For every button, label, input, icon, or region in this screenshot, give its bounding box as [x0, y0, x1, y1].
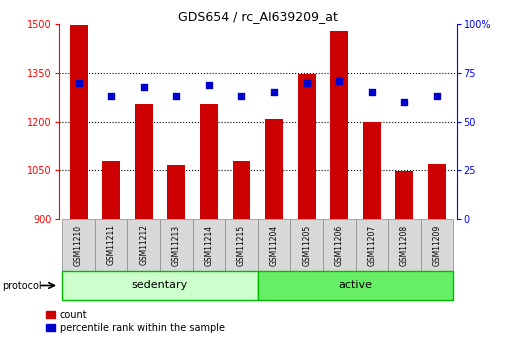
Text: GSM11214: GSM11214	[204, 224, 213, 266]
Text: GSM11207: GSM11207	[367, 224, 377, 266]
Bar	[290, 219, 323, 271]
Bar	[396, 171, 413, 219]
Bar	[265, 119, 283, 219]
Bar	[356, 219, 388, 271]
Bar	[330, 31, 348, 219]
Bar	[135, 104, 153, 219]
Text: GSM11209: GSM11209	[432, 224, 442, 266]
Legend: count, percentile rank within the sample: count, percentile rank within the sample	[46, 310, 225, 333]
Bar	[167, 166, 185, 219]
Bar	[258, 219, 290, 271]
Text: GSM11212: GSM11212	[139, 225, 148, 265]
Point	[238, 93, 246, 99]
Text: sedentary: sedentary	[132, 280, 188, 290]
Point	[368, 90, 376, 95]
Point	[303, 80, 311, 86]
Bar	[298, 73, 315, 219]
Bar	[363, 121, 381, 219]
Bar	[388, 219, 421, 271]
Bar	[70, 25, 88, 219]
Text: GSM11213: GSM11213	[172, 224, 181, 266]
Bar	[62, 271, 258, 300]
Bar	[323, 219, 356, 271]
Bar	[192, 219, 225, 271]
Point	[433, 93, 441, 99]
Text: protocol: protocol	[3, 281, 42, 290]
Point	[205, 82, 213, 87]
Text: GSM11215: GSM11215	[237, 224, 246, 266]
Text: GSM11204: GSM11204	[269, 224, 279, 266]
Bar	[62, 219, 95, 271]
Text: active: active	[339, 280, 372, 290]
Point	[74, 80, 83, 86]
Text: GSM11205: GSM11205	[302, 224, 311, 266]
Text: GSM11210: GSM11210	[74, 224, 83, 266]
Point	[107, 93, 115, 99]
Title: GDS654 / rc_AI639209_at: GDS654 / rc_AI639209_at	[178, 10, 338, 23]
Bar	[258, 271, 453, 300]
Point	[335, 78, 343, 83]
Text: GSM11211: GSM11211	[107, 225, 115, 265]
Bar	[200, 104, 218, 219]
Bar	[421, 219, 453, 271]
Bar	[232, 160, 250, 219]
Bar	[428, 165, 446, 219]
Point	[140, 84, 148, 89]
Point	[172, 93, 181, 99]
Bar	[225, 219, 258, 271]
Point	[400, 99, 408, 105]
Text: GSM11206: GSM11206	[335, 224, 344, 266]
Bar	[160, 219, 192, 271]
Bar	[127, 219, 160, 271]
Point	[270, 90, 278, 95]
Bar	[95, 219, 127, 271]
Bar	[102, 160, 120, 219]
Text: GSM11208: GSM11208	[400, 224, 409, 266]
